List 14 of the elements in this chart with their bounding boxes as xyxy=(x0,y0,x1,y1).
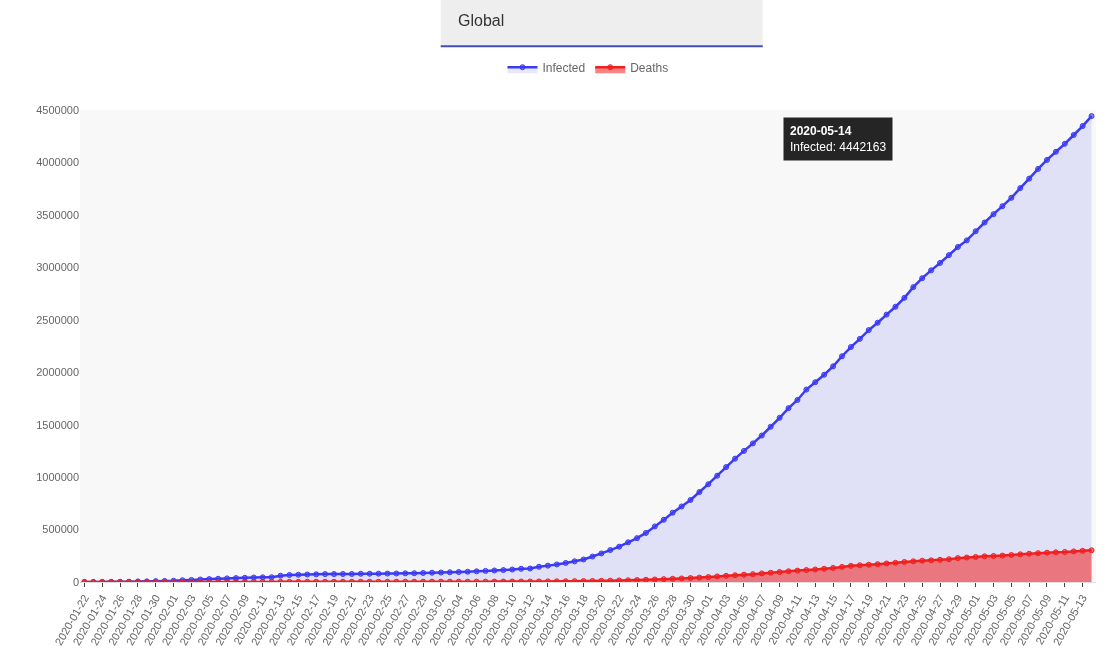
legend-label: Deaths xyxy=(630,60,669,75)
y-tick-label: 2500000 xyxy=(36,313,79,326)
annotation: 2020-05-14 Infected: 4442163 xyxy=(790,124,887,154)
y-tick-label: 4500000 xyxy=(36,103,79,116)
y-tick-label: 500000 xyxy=(42,523,79,536)
y-tick-label: 0 xyxy=(72,575,79,588)
y-tick-label: 1000000 xyxy=(36,470,79,483)
legend-label: Infected xyxy=(542,60,586,75)
text: Global xyxy=(458,12,505,29)
y-tick-label: 3500000 xyxy=(36,208,79,221)
y-tick-label: 2000000 xyxy=(36,366,79,379)
y-tick-label: 4000000 xyxy=(36,156,79,169)
y-tick-label: 3000000 xyxy=(36,261,79,274)
y-tick-label: 1500000 xyxy=(36,418,79,431)
